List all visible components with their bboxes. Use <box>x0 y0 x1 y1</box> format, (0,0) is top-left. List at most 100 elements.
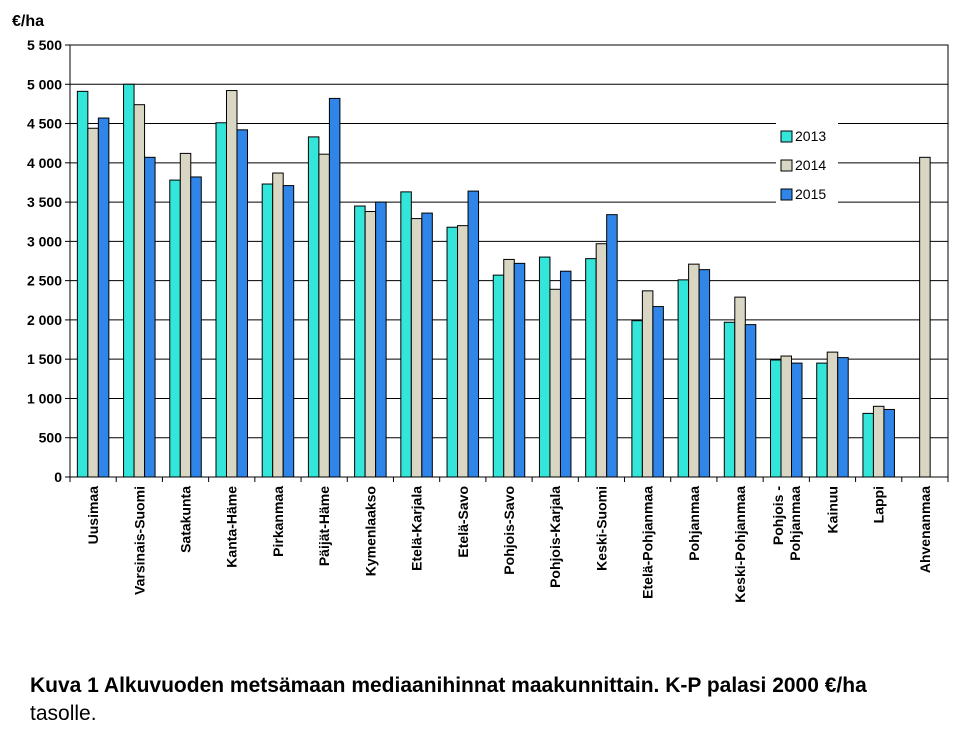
y-tick-label: 5 500 <box>27 37 62 53</box>
x-tick-label-line: Etelä-Pohjanmaa <box>640 486 656 599</box>
bar-2015 <box>698 269 711 478</box>
bar-2013 <box>169 179 181 478</box>
bar-2014 <box>641 290 654 478</box>
bar-2013 <box>538 256 551 478</box>
bar-2015 <box>837 357 849 478</box>
bar-2013 <box>862 412 874 478</box>
bars <box>76 83 931 478</box>
bar-2014 <box>919 156 931 478</box>
x-tick-label: Pohjois -Pohjanmaa <box>770 486 803 561</box>
x-tick-label: Pohjois-Savo <box>501 486 517 575</box>
y-tick-label: 2 500 <box>27 273 62 289</box>
x-tick-label-line: Kanta-Häme <box>224 486 240 568</box>
x-tick-label: Etelä-Savo <box>455 486 471 558</box>
bar-2015 <box>513 262 526 478</box>
x-tick-label-line: Pohjois-Karjala <box>547 486 563 588</box>
x-tick-label-line: Pirkanmaa <box>270 486 286 557</box>
x-tick-label: Uusimaa <box>85 486 101 545</box>
y-tick-label: 3 500 <box>27 194 62 210</box>
legend-label-2013: 2013 <box>795 128 826 144</box>
figure-caption: Kuva 1 Alkuvuoden metsämaan mediaanihinn… <box>30 672 950 728</box>
bar-2014 <box>872 405 885 478</box>
x-tick-label: Satakunta <box>178 486 194 553</box>
x-tick-label-line: Etelä-Karjala <box>409 486 425 571</box>
legend-label-2014: 2014 <box>795 157 826 173</box>
legend-swatch-2015 <box>780 188 793 201</box>
bar-2014 <box>364 211 377 478</box>
bar-2014 <box>179 152 192 478</box>
x-tick-label-line: Keski-Pohjanmaa <box>732 486 748 603</box>
x-tick-label: Pirkanmaa <box>270 486 286 557</box>
y-tick-label: 1 000 <box>27 390 62 406</box>
y-tick-label: 2 000 <box>27 312 62 328</box>
legend-swatch-2014 <box>780 159 793 172</box>
axes <box>69 44 949 482</box>
bar-2015 <box>606 214 618 478</box>
bar-2013 <box>215 122 227 478</box>
x-tick-label: Varsinais-Suomi <box>131 486 147 595</box>
x-tick-labels: Uusimaa Varsinais-Suomi Satakunta Kanta-Häm… <box>85 486 933 603</box>
bar-2015 <box>236 129 248 478</box>
x-tick-label-line: Satakunta <box>178 486 194 553</box>
x-tick-label: Ahvenanmaa <box>917 486 933 573</box>
bar-2013 <box>677 279 690 478</box>
x-tick-label: Etelä-Karjala <box>409 486 425 571</box>
y-tick-label: 1 500 <box>27 351 62 367</box>
bar-2015 <box>282 185 295 478</box>
x-tick-label: Keski-Pohjanmaa <box>732 486 748 603</box>
bar-2013 <box>585 258 597 478</box>
y-tick-label: 5 000 <box>27 76 62 92</box>
bar-2013 <box>400 191 412 478</box>
bar-2014 <box>133 104 146 478</box>
bar-2014 <box>225 90 238 478</box>
y-tick-label: 0 <box>54 469 62 485</box>
bar-2014 <box>410 218 423 478</box>
bar-2014 <box>826 351 839 478</box>
bar-2015 <box>744 324 757 478</box>
x-tick-label-line: Pohjanmaa <box>686 486 702 561</box>
bar-2014 <box>87 127 99 478</box>
x-tick-label-line: Päijät-Häme <box>316 486 332 566</box>
x-tick-label-line: Uusimaa <box>85 486 101 545</box>
bar-2013 <box>123 83 135 478</box>
x-tick-label-line: Pohjanmaa <box>787 486 803 561</box>
plot-frame <box>69 44 949 478</box>
y-tick-label: 3 000 <box>27 233 62 249</box>
bar-2014 <box>595 243 608 478</box>
y-tick-label: 500 <box>39 430 63 446</box>
bar-2013 <box>307 136 320 478</box>
bar-2013 <box>816 362 828 478</box>
bar-2014 <box>457 225 469 478</box>
bar-2014 <box>272 172 284 478</box>
bar-2014 <box>688 263 700 478</box>
x-tick-label-line: Ahvenanmaa <box>917 486 933 573</box>
bar-2015 <box>421 212 433 478</box>
bar-2015 <box>97 117 110 478</box>
x-tick-label-line: Etelä-Savo <box>455 486 471 558</box>
legend-swatch-2013 <box>780 130 793 143</box>
x-tick-label: Keski-Suomi <box>593 486 609 571</box>
y-tick-label: 4 500 <box>27 116 62 132</box>
y-tick-labels: 0 500 1 000 1 500 2 000 2 500 3 000 3 500 4 000 4… <box>27 37 62 485</box>
legend-label-2015: 2015 <box>795 186 826 202</box>
bar-2015 <box>375 201 387 478</box>
x-tick-label-line: Pohjois - <box>770 486 786 545</box>
bar-2014 <box>318 153 330 478</box>
x-tick-label: Päijät-Häme <box>316 486 332 566</box>
bar-2015 <box>652 306 664 478</box>
x-tick-label: Etelä-Pohjanmaa <box>640 486 656 599</box>
bar-2013 <box>354 205 366 478</box>
caption-tail: tasolle. <box>30 702 97 725</box>
bar-2013 <box>76 90 89 478</box>
bar-2015 <box>467 190 480 478</box>
x-tick-label-line: Pohjois-Savo <box>501 486 517 575</box>
x-tick-label-line: Kainuu <box>824 486 840 533</box>
bar-2014 <box>734 296 746 478</box>
y-axis-label: €/ha <box>12 13 44 30</box>
bar-2013 <box>723 321 736 478</box>
x-tick-label-line: Varsinais-Suomi <box>131 486 147 595</box>
x-tick-label-line: Keski-Suomi <box>593 486 609 571</box>
bar-2014 <box>780 355 793 478</box>
bar-2013 <box>770 359 782 478</box>
x-tick-label-line: Lappi <box>871 486 887 523</box>
